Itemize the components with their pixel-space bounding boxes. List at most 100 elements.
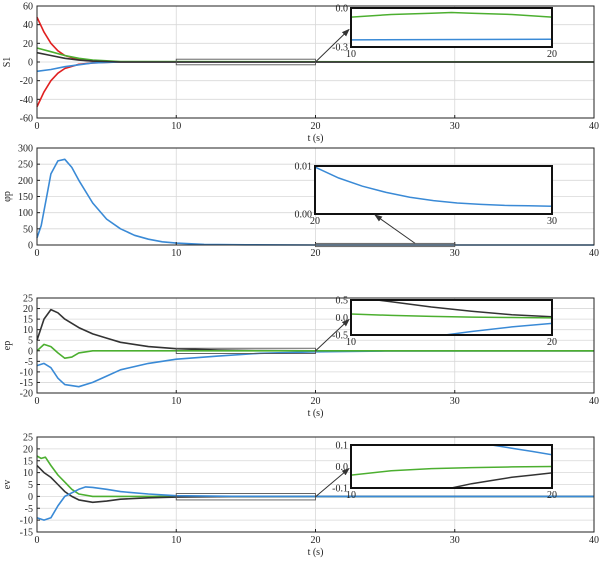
y-tick-label: 20 xyxy=(23,39,33,50)
x-tick-label: 30 xyxy=(450,396,460,407)
y-tick-label: 20 xyxy=(23,304,33,315)
inset-series-line-3 xyxy=(447,472,552,488)
zoom-arrow xyxy=(374,214,416,244)
inset-x-tick-label: 10 xyxy=(346,49,356,60)
x-tick-label: 20 xyxy=(311,121,321,132)
x-tick-label: 30 xyxy=(450,535,460,546)
y-tick-label: 0 xyxy=(28,58,33,69)
inset-y-tick-label: -0.5 xyxy=(332,331,348,342)
y-tick-label: -15 xyxy=(20,378,33,389)
inset-y-tick-label: 0.5 xyxy=(336,296,349,307)
inset-frame xyxy=(350,299,553,336)
x-tick-label: 30 xyxy=(450,248,460,259)
y-tick-label: 15 xyxy=(23,456,33,467)
x-tick-label: 10 xyxy=(171,121,181,132)
inset-y-tick-label: 0.00 xyxy=(295,210,313,221)
x-tick-label: 40 xyxy=(589,396,599,407)
y-axis-label: φp xyxy=(2,191,13,202)
inset-frame xyxy=(350,7,553,48)
x-tick-label: 10 xyxy=(171,396,181,407)
y-tick-label: -40 xyxy=(20,95,33,106)
y-tick-label: 100 xyxy=(18,208,33,219)
y-tick-label: 5 xyxy=(28,336,33,347)
y-tick-label: -5 xyxy=(25,357,33,368)
y-tick-label: 250 xyxy=(18,160,33,171)
chart-panel-1: 0 10 20 30 40 -60 -40 -20 0 20 40 60 t (s) S1 10 20 0.0 -… xyxy=(2,2,599,145)
x-tick-label: 0 xyxy=(35,396,40,407)
x-tick-label: 20 xyxy=(311,396,321,407)
y-axis-label: ev xyxy=(2,480,13,489)
zoom-arrow xyxy=(315,318,350,352)
inset-series-line-2 xyxy=(351,38,552,41)
y-tick-label: -10 xyxy=(20,367,33,378)
series-line-3 xyxy=(36,343,594,359)
y-tick-label: 0 xyxy=(28,346,33,357)
inset-x-tick-label: 30 xyxy=(547,216,557,227)
inset-plot: 20 30 0.01 0.00 xyxy=(295,162,558,228)
inset-frame xyxy=(350,444,553,489)
y-tick-label: 60 xyxy=(23,2,33,13)
inset-y-tick-label: 0.0 xyxy=(336,313,349,324)
inset-series-line-2 xyxy=(351,465,552,476)
inset-y-tick-label: 0.01 xyxy=(295,162,313,173)
inset-x-tick-label: 20 xyxy=(547,490,557,501)
series-line-3 xyxy=(36,486,594,521)
x-axis-label: t (s) xyxy=(308,133,324,144)
inset-series-line-2 xyxy=(351,313,552,319)
x-axis-label: t (s) xyxy=(308,408,324,419)
x-tick-label: 40 xyxy=(589,248,599,259)
x-tick-label: 40 xyxy=(589,535,599,546)
inset-x-tick-label: 20 xyxy=(547,49,557,60)
inset-plot: 10 20 0.5 0.0 -0.5 xyxy=(332,296,557,349)
zoom-arrow xyxy=(315,467,350,498)
y-tick-label: -20 xyxy=(20,389,33,400)
y-tick-label: 150 xyxy=(18,192,33,203)
x-tick-label: 20 xyxy=(311,535,321,546)
x-tick-label: 0 xyxy=(35,121,40,132)
x-tick-label: 30 xyxy=(450,121,460,132)
inset-x-tick-label: 10 xyxy=(346,490,356,501)
y-tick-label: 300 xyxy=(18,144,33,155)
y-tick-label: 25 xyxy=(23,433,33,444)
y-tick-label: 5 xyxy=(28,480,33,491)
series-line-1 xyxy=(36,158,594,246)
y-tick-label: 20 xyxy=(23,444,33,455)
zoom-region-box xyxy=(315,242,456,248)
y-tick-label: 50 xyxy=(23,224,33,235)
inset-plot: 10 20 0.0 -0.3 xyxy=(332,4,557,61)
y-tick-label: -5 xyxy=(25,504,33,515)
inset-x-tick-label: 10 xyxy=(346,337,356,348)
chart-panel-2: 0 10 20 30 40 0 50 100 150 200 250 300 φp 20 30 0.01 0.0… xyxy=(2,144,599,260)
y-axis-label: S1 xyxy=(2,57,13,68)
y-tick-label: 15 xyxy=(23,315,33,326)
x-tick-label: 10 xyxy=(171,248,181,259)
inset-x-tick-label: 20 xyxy=(310,216,320,227)
y-tick-label: -15 xyxy=(20,528,33,539)
x-tick-label: 0 xyxy=(35,248,40,259)
y-tick-label: -10 xyxy=(20,516,33,527)
x-tick-label: 0 xyxy=(35,535,40,546)
inset-plot: 10 20 0.1 0.0 -0.1 xyxy=(332,441,557,502)
y-tick-label: 0 xyxy=(28,241,33,252)
inset-y-tick-label: 0.0 xyxy=(336,462,349,473)
inset-frame xyxy=(314,165,553,215)
y-tick-label: 200 xyxy=(18,176,33,187)
inset-y-tick-label: -0.3 xyxy=(332,43,348,54)
y-tick-label: 25 xyxy=(23,294,33,305)
x-tick-label: 20 xyxy=(311,248,321,259)
inset-x-tick-label: 20 xyxy=(547,337,557,348)
zoom-arrow xyxy=(315,28,350,63)
x-tick-label: 10 xyxy=(171,535,181,546)
series-line-5 xyxy=(36,51,594,63)
inset-series-line-1 xyxy=(315,166,552,208)
inset-y-tick-label: 0.0 xyxy=(336,4,349,15)
y-axis-label: ep xyxy=(2,341,13,350)
inset-y-tick-label: 0.1 xyxy=(336,441,349,452)
x-tick-label: 40 xyxy=(589,121,599,132)
y-tick-label: 0 xyxy=(28,492,33,503)
inset-series-line-1 xyxy=(351,11,552,18)
x-axis-label: t (s) xyxy=(308,547,324,558)
y-tick-label: 10 xyxy=(23,325,33,336)
